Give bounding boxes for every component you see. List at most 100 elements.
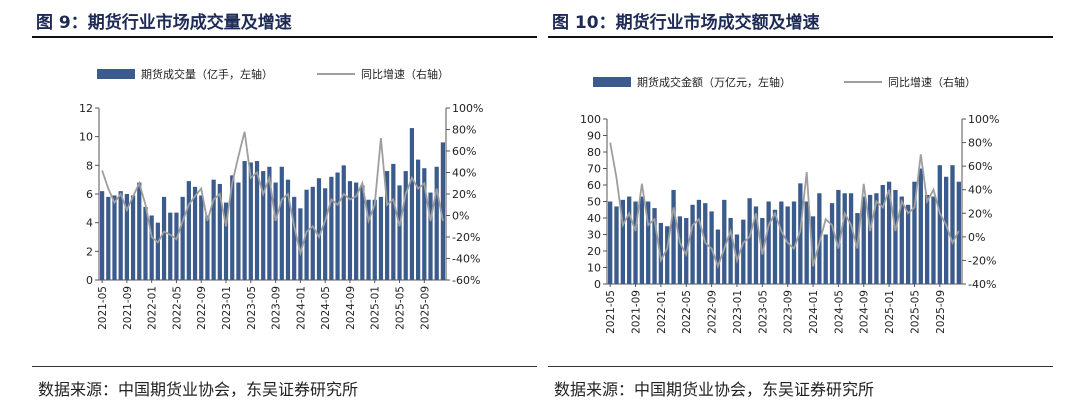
bar	[741, 219, 746, 284]
legend-label-line: 同比增速（右轴）	[888, 75, 976, 89]
bar	[918, 168, 923, 284]
bar	[323, 188, 328, 280]
bar	[366, 199, 371, 280]
bar	[155, 222, 160, 280]
bar	[354, 182, 359, 280]
bar	[403, 171, 408, 280]
x-tick-label: 2022-01	[147, 286, 159, 330]
bar	[804, 201, 809, 284]
y-tick-label-left: 0	[86, 274, 93, 287]
x-tick-label: 2023-01	[732, 290, 744, 334]
bar	[931, 196, 936, 284]
figure-source: 数据来源：中国期货业协会，东吴证券研究所	[554, 380, 875, 399]
source-rule	[32, 366, 537, 367]
legend-label-bar: 期货成交量（亿手，左轴）	[141, 67, 273, 81]
bar	[422, 168, 427, 280]
y-tick-label-right: 80%	[968, 137, 992, 150]
y-tick-label-left: 10	[587, 262, 601, 275]
bar	[416, 159, 421, 280]
x-tick-label: 2022-01	[656, 290, 668, 334]
bar	[671, 189, 676, 284]
y-tick-label-right: 60%	[452, 145, 476, 158]
legend-swatch-bar	[593, 77, 631, 87]
y-tick-label-right: 60%	[968, 160, 992, 173]
bar	[347, 181, 353, 280]
bar	[950, 165, 955, 284]
bar	[372, 199, 377, 280]
bar	[905, 204, 911, 284]
y-tick-label-left: 0	[594, 278, 601, 291]
x-tick-label: 2023-09	[271, 286, 283, 330]
y-tick-label-right: 100%	[968, 113, 999, 126]
bar	[428, 192, 433, 280]
bar	[143, 206, 148, 280]
bar	[747, 198, 752, 284]
bar	[118, 191, 123, 280]
y-tick-label-left: 6	[86, 188, 93, 201]
x-tick-label: 2024-01	[808, 290, 820, 334]
bar	[842, 193, 847, 284]
y-tick-label-left: 80	[587, 146, 601, 159]
source-rule	[548, 366, 1053, 367]
bar	[627, 196, 632, 284]
bar	[378, 196, 384, 280]
bar	[397, 185, 402, 280]
y-tick-label-left: 30	[587, 229, 601, 242]
bar	[614, 206, 619, 284]
bar	[943, 176, 949, 284]
bar	[658, 222, 664, 284]
y-tick-label-left: 60	[587, 179, 601, 192]
bar	[236, 182, 241, 280]
bar	[440, 142, 446, 280]
bar	[217, 183, 222, 280]
x-tick-label: 2024-09	[345, 286, 357, 330]
y-tick-label-left: 50	[587, 196, 601, 209]
bar	[168, 212, 173, 280]
bar	[874, 193, 879, 284]
bar	[106, 196, 111, 280]
bar	[149, 215, 154, 280]
y-tick-label-right: -40%	[968, 278, 996, 291]
y-tick-label-left: 12	[79, 102, 93, 115]
volume-chart: 期货成交量（亿手，左轴） 同比增速（右轴） 0 2 4 6 8 10 12 -60% -40% -20…	[79, 67, 483, 330]
bar	[242, 161, 247, 280]
y-tick-label-right: 80%	[452, 124, 476, 137]
bar	[273, 182, 278, 280]
bar	[848, 193, 854, 284]
bar	[205, 215, 210, 280]
y-tick-label-left: 8	[86, 159, 93, 172]
y-tick-label-left: 10	[79, 131, 93, 144]
bar	[677, 216, 683, 284]
bar	[316, 178, 322, 280]
turnover-chart: 期货成交金额（万亿元，左轴） 同比增速（右轴） 0 10 20 30 40 50 60 70 80 9…	[580, 75, 999, 334]
x-tick-label: 2023-09	[783, 290, 795, 334]
bar	[696, 199, 702, 284]
bar	[292, 196, 297, 280]
title-rule	[548, 36, 1053, 38]
bar	[753, 206, 759, 284]
bar	[174, 212, 179, 280]
bar	[829, 203, 835, 284]
bar	[409, 128, 415, 280]
bar	[161, 196, 167, 280]
bar	[124, 194, 129, 280]
legend-label-line: 同比增速（右轴）	[361, 67, 449, 81]
y-tick-label-right: 0%	[452, 210, 469, 223]
y-tick-label-right: 0%	[968, 231, 985, 244]
bar	[880, 185, 885, 284]
bar	[341, 165, 346, 280]
bar	[192, 186, 198, 280]
x-tick-label: 2023-01	[221, 286, 233, 330]
bar	[186, 181, 191, 280]
bar	[248, 162, 253, 280]
y-tick-label-right: -20%	[968, 254, 996, 267]
growth-line	[101, 131, 444, 257]
x-tick-label: 2024-01	[295, 286, 307, 330]
legend-label-bar: 期货成交金额（万亿元，左轴）	[637, 75, 791, 89]
bar	[766, 201, 771, 284]
y-tick-label-right: -20%	[452, 231, 480, 244]
bar	[199, 195, 204, 280]
bar	[772, 209, 778, 284]
y-tick-label-left: 2	[86, 245, 93, 258]
bar	[254, 161, 260, 280]
